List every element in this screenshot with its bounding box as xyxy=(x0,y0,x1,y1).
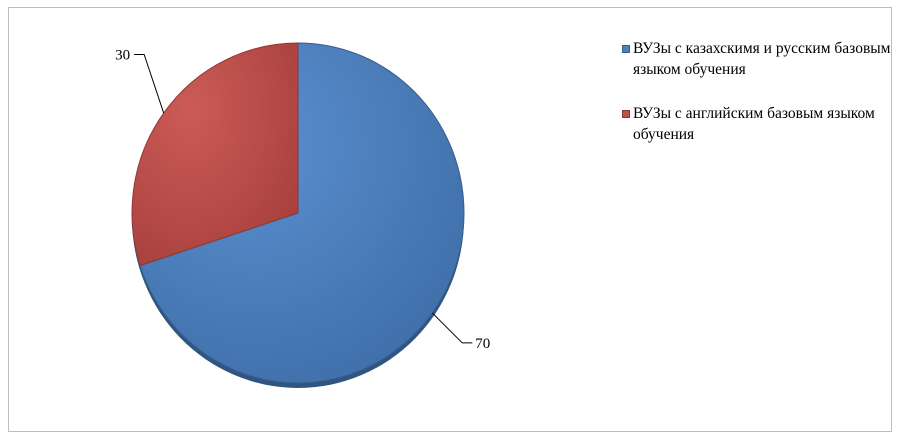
legend-swatch-red xyxy=(622,110,630,118)
legend-label: ВУЗы с казахскимя и русским базовым язык… xyxy=(633,40,891,78)
pie-slices xyxy=(131,42,465,388)
legend-entry-english: ВУЗы с английским базовым языком обучени… xyxy=(622,103,892,145)
pie-slice-kazakh-russian xyxy=(139,42,465,384)
legend-entry-kazakh-russian: ВУЗы с казахскимя и русским базовым язык… xyxy=(622,38,892,80)
legend-label: ВУЗы с английским базовым языком обучени… xyxy=(633,105,875,143)
leader-line xyxy=(134,53,165,114)
data-label: 70 xyxy=(475,336,490,352)
pie-slice-english xyxy=(131,42,299,267)
leader-line xyxy=(431,312,473,344)
legend-swatch-blue xyxy=(622,45,630,53)
data-label: 30 xyxy=(115,47,130,63)
data-labels: 70 30 xyxy=(115,47,490,351)
legend: ВУЗы с казахскимя и русским базовым язык… xyxy=(622,38,892,145)
